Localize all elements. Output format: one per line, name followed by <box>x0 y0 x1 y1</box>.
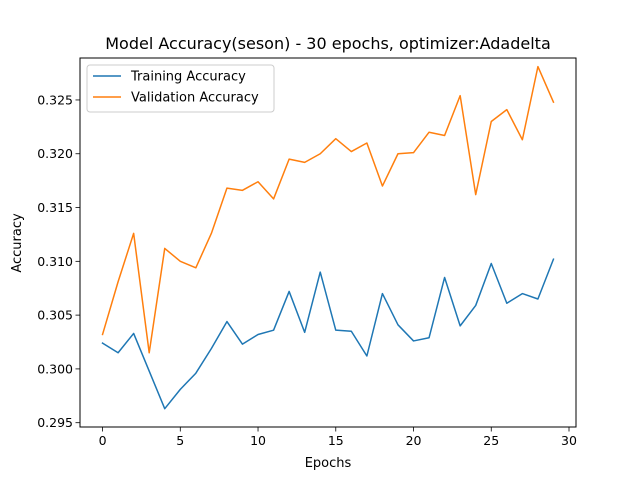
chart-title: Model Accuracy(seson) - 30 epochs, optim… <box>105 34 551 53</box>
x-tick-label: 25 <box>483 433 499 448</box>
y-axis: 0.295 0.300 0.305 0.310 0.315 0.320 0.325 <box>37 92 80 430</box>
legend-box <box>86 64 275 113</box>
series-layer <box>101 65 555 410</box>
x-tick-label: 20 <box>406 433 422 448</box>
x-tick-label: 0 <box>99 433 107 448</box>
y-tick-label: 0.325 <box>37 92 73 107</box>
y-tick-label: 0.320 <box>37 146 73 161</box>
series-line-training-accuracy <box>101 258 555 410</box>
x-tick-label: 5 <box>176 433 184 448</box>
y-tick-label: 0.300 <box>37 361 73 376</box>
x-axis: 0 5 10 15 20 25 30 <box>99 427 577 448</box>
y-tick-label: 0.305 <box>37 308 73 323</box>
legend-label: Training Accuracy <box>130 70 246 85</box>
y-tick-label: 0.315 <box>37 200 73 215</box>
plot-frame <box>79 57 577 428</box>
x-axis-label: Epochs <box>305 456 352 471</box>
y-tick-label: 0.310 <box>37 254 73 269</box>
x-tick-label: 15 <box>328 433 344 448</box>
y-axis-label: Accuracy <box>10 213 25 273</box>
legend-label: Validation Accuracy <box>131 91 259 106</box>
series-line-validation-accuracy <box>101 65 555 354</box>
y-tick-label: 0.295 <box>37 415 73 430</box>
x-tick-label: 30 <box>561 433 577 448</box>
x-tick-label: 10 <box>250 433 266 448</box>
legend: Training Accuracy Validation Accuracy <box>86 64 275 113</box>
